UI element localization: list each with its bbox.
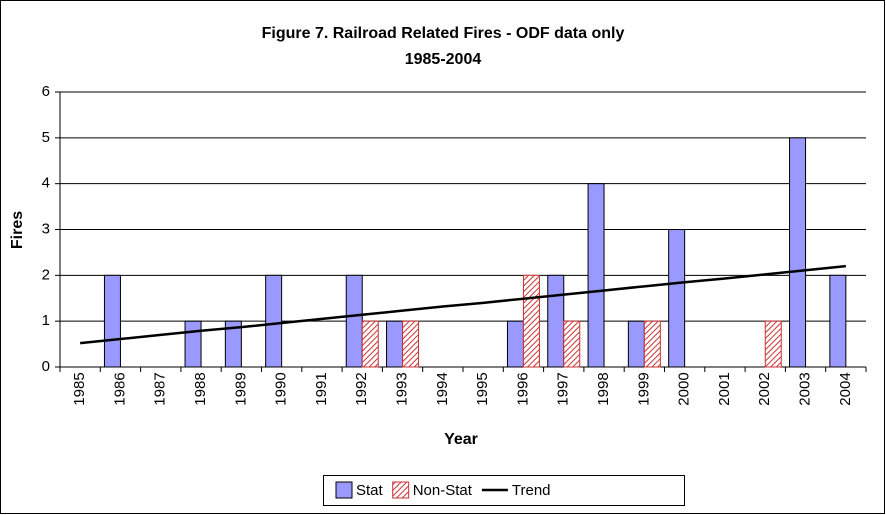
x-tick-label: 2000	[676, 372, 693, 405]
y-tick-label: 1	[42, 312, 50, 329]
y-tick-label: 0	[42, 358, 50, 375]
bar	[506, 320, 524, 368]
x-tick-label: 1997	[555, 372, 572, 405]
y-tick-label: 3	[42, 220, 50, 237]
chart-subtitle: 1985-2004	[405, 51, 482, 68]
bar	[386, 320, 404, 368]
x-tick-label: 1999	[635, 372, 652, 405]
legend-label: Non-Stat	[413, 482, 473, 499]
bar	[361, 320, 379, 368]
bar	[547, 274, 565, 368]
bar	[522, 274, 540, 368]
bar	[764, 320, 782, 368]
x-tick-label: 2003	[797, 372, 814, 405]
x-tick-label: 1993	[394, 372, 411, 405]
x-tick-label: 1996	[514, 372, 531, 405]
bar	[789, 137, 807, 368]
bar	[184, 320, 202, 368]
y-tick-label: 6	[42, 83, 50, 100]
x-tick-label: 2001	[716, 372, 733, 405]
bar	[563, 320, 581, 368]
y-tick-label: 4	[42, 175, 50, 192]
trend-line	[80, 264, 846, 345]
x-tick-label: 1986	[111, 372, 128, 405]
legend-swatch	[335, 481, 353, 499]
legend-label: Stat	[356, 482, 384, 499]
y-tick-label: 5	[42, 129, 50, 146]
bar	[829, 274, 847, 368]
x-tick-label: 2004	[837, 372, 854, 405]
x-axis-label: Year	[444, 431, 478, 448]
bar	[668, 229, 686, 368]
x-tick-label: 1992	[353, 372, 370, 405]
bar	[643, 320, 661, 368]
bar	[224, 320, 242, 368]
bar	[345, 274, 363, 368]
legend-swatch	[392, 481, 410, 499]
x-tick-label: 1995	[474, 372, 491, 405]
chart-title: Figure 7. Railroad Related Fires - ODF d…	[262, 25, 625, 42]
x-tick-label: 1987	[152, 372, 169, 405]
x-tick-label: 1989	[232, 372, 249, 405]
bar	[103, 274, 121, 368]
bar	[587, 183, 605, 368]
x-tick-label: 1985	[71, 372, 88, 405]
y-tick-label: 2	[42, 266, 50, 283]
x-tick-label: 1998	[595, 372, 612, 405]
legend-label: Trend	[512, 482, 551, 499]
bar	[627, 320, 645, 368]
bar	[265, 274, 283, 368]
x-tick-label: 1994	[434, 372, 451, 405]
bar	[402, 320, 420, 368]
x-tick-label: 1990	[273, 372, 290, 405]
y-axis-label: Fires	[9, 211, 26, 249]
x-tick-label: 1988	[192, 372, 209, 405]
x-tick-label: 1991	[313, 372, 330, 405]
x-tick-label: 2002	[756, 372, 773, 405]
